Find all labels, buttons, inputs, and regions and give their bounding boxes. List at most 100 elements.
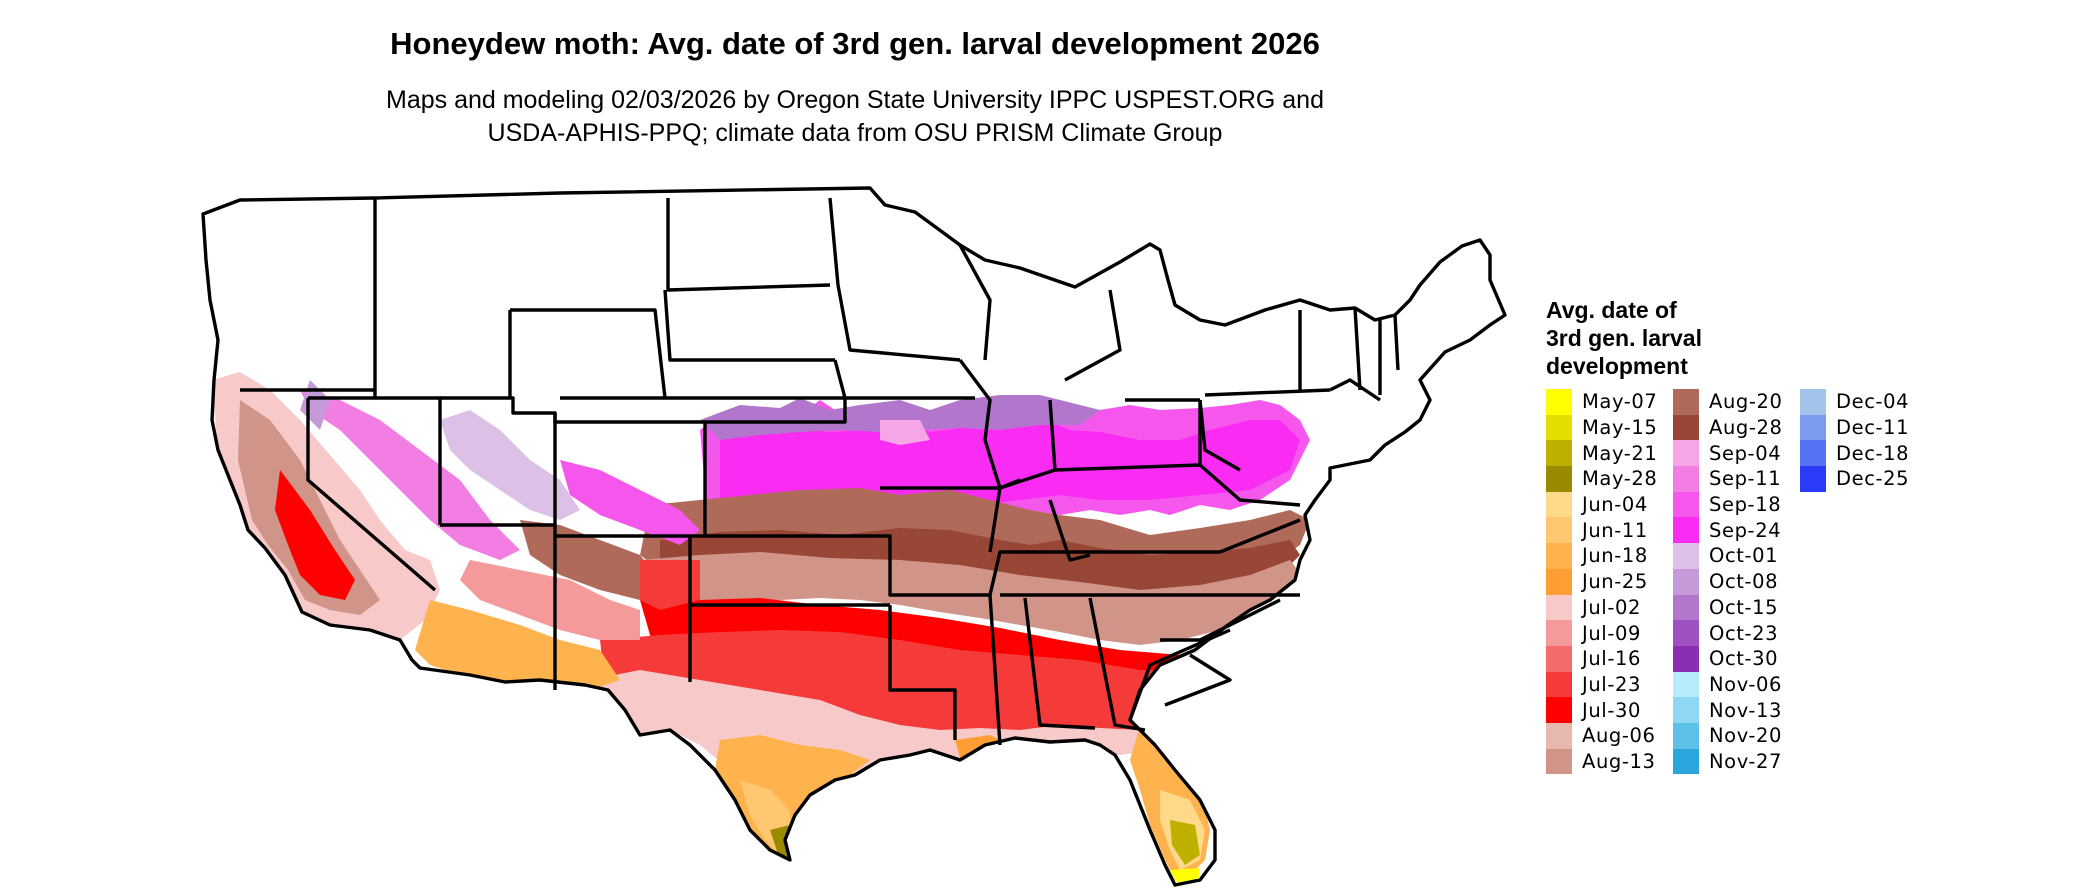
legend-item: Oct-15 — [1673, 594, 1783, 621]
legend-swatch — [1673, 697, 1699, 723]
legend-swatch — [1673, 671, 1699, 698]
legend-item: Oct-30 — [1673, 645, 1783, 672]
legend-label: Sep-18 — [1709, 493, 1782, 517]
legend-item: Jun-25 — [1546, 568, 1657, 595]
legend-label: Oct-08 — [1709, 570, 1779, 594]
legend-item: Jul-23 — [1546, 671, 1657, 698]
legend-label: Dec-04 — [1836, 390, 1910, 414]
legend-swatch — [1673, 389, 1699, 415]
legend-swatch — [1546, 620, 1572, 646]
legend-swatch — [1546, 748, 1572, 775]
legend-swatch — [1546, 671, 1572, 698]
legend-item: Sep-24 — [1673, 517, 1783, 544]
legend-swatch — [1546, 645, 1572, 672]
legend-item: Dec-11 — [1800, 414, 1909, 441]
legend-item: Dec-18 — [1800, 440, 1909, 467]
legend-label: Jul-02 — [1582, 595, 1641, 619]
legend-swatch — [1546, 568, 1572, 595]
legend-item: Sep-04 — [1673, 440, 1783, 467]
legend-swatch — [1800, 389, 1826, 415]
legend-title-line-2: 3rd gen. larval — [1546, 325, 1702, 351]
legend-swatch — [1546, 722, 1572, 749]
legend-label: Aug-06 — [1582, 724, 1656, 748]
legend-swatch — [1546, 594, 1572, 621]
legend-item: May-07 — [1546, 389, 1657, 415]
legend-label: Jul-16 — [1582, 647, 1641, 671]
legend-label: Dec-25 — [1836, 467, 1910, 491]
legend-label: Jul-30 — [1582, 698, 1641, 722]
legend-swatch — [1546, 543, 1572, 569]
legend-swatch — [1673, 568, 1699, 595]
legend-item: Oct-08 — [1673, 568, 1783, 595]
legend-label: Sep-11 — [1709, 467, 1782, 491]
legend-label: Jul-09 — [1582, 621, 1641, 645]
legend-label: Oct-15 — [1709, 595, 1779, 619]
legend-label: Nov-06 — [1709, 672, 1782, 696]
legend-swatch — [1546, 389, 1572, 415]
legend-label: May-21 — [1582, 441, 1658, 465]
legend-swatch — [1546, 466, 1572, 492]
legend-label: Oct-23 — [1709, 621, 1779, 645]
legend-item: Nov-13 — [1673, 697, 1783, 723]
legend-item: Jun-04 — [1546, 491, 1657, 518]
legend-swatch — [1673, 620, 1699, 646]
legend-item: Jun-18 — [1546, 543, 1657, 569]
legend-swatch — [1673, 466, 1699, 492]
legend-swatch — [1673, 645, 1699, 672]
subtitle-line-2: USDA-APHIS-PPQ; climate data from OSU PR… — [487, 119, 1223, 147]
legend-item: May-21 — [1546, 440, 1658, 467]
map-title: Honeydew moth: Avg. date of 3rd gen. lar… — [390, 26, 1320, 61]
legend-column-1: May-07 May-15 May-21 May-28 Jun-04 Jun-11 Jun-… — [1546, 389, 1658, 775]
legend-label: May-28 — [1582, 467, 1658, 491]
legend-swatch — [1673, 594, 1699, 621]
legend-item: May-15 — [1546, 414, 1658, 441]
legend-label: Aug-28 — [1709, 416, 1783, 440]
legend-swatch — [1673, 517, 1699, 544]
legend-item: Nov-27 — [1673, 748, 1783, 775]
legend-item: Sep-18 — [1673, 491, 1783, 518]
legend-item: Jul-16 — [1546, 645, 1657, 672]
legend-label: Jun-04 — [1582, 493, 1648, 517]
legend-item: Sep-11 — [1673, 466, 1783, 492]
legend-item: Aug-06 — [1546, 722, 1657, 749]
legend-swatch — [1546, 697, 1572, 723]
legend-item: Oct-01 — [1673, 543, 1783, 569]
legend-item: Jul-02 — [1546, 594, 1657, 621]
legend-label: May-07 — [1582, 390, 1658, 414]
legend-swatch — [1546, 414, 1572, 441]
legend-swatch — [1673, 543, 1699, 569]
legend-item: Dec-25 — [1800, 466, 1909, 492]
legend-swatch — [1800, 440, 1826, 467]
legend-item: Aug-28 — [1673, 414, 1783, 441]
legend-column-2: Aug-20 Aug-28 Sep-04 Sep-11 Sep-18 Sep-24 Oct-… — [1673, 389, 1783, 775]
legend-item: Aug-20 — [1673, 389, 1783, 415]
legend-label: Jun-25 — [1582, 570, 1648, 594]
legend-title-line-3: development — [1546, 353, 1688, 379]
legend-label: Oct-30 — [1709, 647, 1779, 671]
legend-item: Jun-11 — [1546, 517, 1657, 544]
legend-item: Oct-23 — [1673, 620, 1783, 646]
legend-swatch — [1800, 414, 1826, 441]
legend-column-3: Dec-04 Dec-11 Dec-18 Dec-25 — [1800, 389, 1909, 492]
legend-label: Sep-04 — [1709, 441, 1782, 465]
legend-label: Jul-23 — [1582, 672, 1641, 696]
legend-swatch — [1546, 440, 1572, 467]
legend-swatch — [1546, 491, 1572, 518]
legend-item: Nov-06 — [1673, 671, 1783, 698]
legend-item: May-28 — [1546, 466, 1657, 492]
legend-label: Aug-20 — [1709, 390, 1783, 414]
subtitle-line-1: Maps and modeling 02/03/2026 by Oregon S… — [386, 86, 1324, 114]
legend-swatch — [1673, 440, 1699, 467]
legend-label: Jun-18 — [1582, 544, 1648, 568]
legend-item: Dec-04 — [1800, 389, 1909, 415]
legend-item: Aug-13 — [1546, 748, 1657, 775]
legend-swatch — [1673, 414, 1699, 441]
legend-swatch — [1800, 466, 1826, 492]
legend-label: Oct-01 — [1709, 544, 1779, 568]
legend-label: Nov-20 — [1709, 724, 1782, 748]
legend-label: Nov-27 — [1709, 749, 1782, 773]
legend-label: Aug-13 — [1582, 749, 1656, 773]
legend-title: Avg. date of 3rd gen. larval development — [1546, 296, 1806, 380]
legend-label: May-15 — [1582, 416, 1658, 440]
